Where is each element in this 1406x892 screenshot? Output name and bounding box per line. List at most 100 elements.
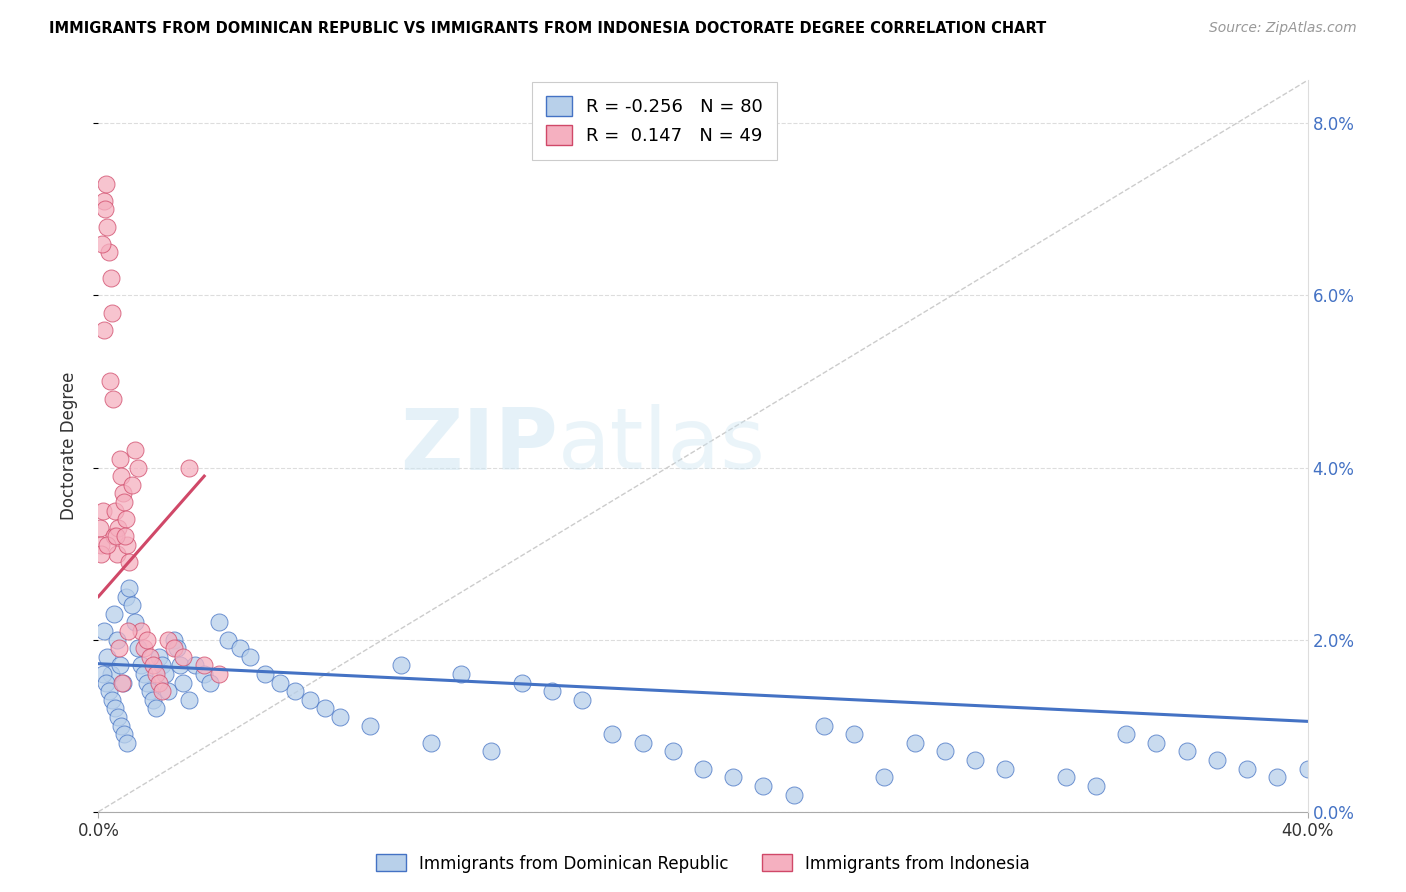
Point bbox=[94, 177, 117, 191]
Point bbox=[150, 658, 173, 673]
Point bbox=[783, 788, 806, 802]
Point bbox=[114, 590, 136, 604]
Point bbox=[124, 443, 146, 458]
Point bbox=[111, 675, 134, 690]
Point bbox=[129, 624, 152, 638]
Point bbox=[118, 581, 141, 595]
Point bbox=[145, 667, 167, 681]
Text: atlas: atlas bbox=[558, 404, 766, 488]
Point bbox=[329, 710, 352, 724]
Point bbox=[540, 684, 562, 698]
Point bbox=[91, 667, 114, 681]
Point bbox=[142, 658, 165, 673]
Text: ZIP: ZIP bbox=[401, 404, 558, 488]
Point bbox=[661, 744, 683, 758]
Point bbox=[813, 719, 835, 733]
Point bbox=[132, 667, 155, 681]
Point bbox=[752, 779, 775, 793]
Point bbox=[124, 615, 146, 630]
Point bbox=[127, 460, 149, 475]
Point bbox=[94, 675, 117, 690]
Point bbox=[112, 727, 135, 741]
Point bbox=[98, 684, 121, 698]
Point bbox=[934, 744, 956, 758]
Point bbox=[1267, 770, 1289, 784]
Legend: R = -0.256   N = 80, R =  0.147   N = 49: R = -0.256 N = 80, R = 0.147 N = 49 bbox=[531, 82, 778, 160]
Point bbox=[114, 529, 136, 543]
Point bbox=[1146, 736, 1168, 750]
Point bbox=[104, 529, 127, 543]
Point bbox=[389, 658, 412, 673]
Point bbox=[1206, 753, 1229, 767]
Point bbox=[94, 202, 117, 217]
Point bbox=[166, 641, 188, 656]
Point bbox=[100, 271, 122, 285]
Point bbox=[117, 624, 139, 638]
Point bbox=[844, 727, 866, 741]
Point bbox=[148, 649, 170, 664]
Point bbox=[314, 701, 336, 715]
Point bbox=[184, 658, 207, 673]
Point bbox=[1115, 727, 1137, 741]
Point bbox=[156, 684, 179, 698]
Point bbox=[132, 641, 155, 656]
Point bbox=[108, 658, 131, 673]
Point bbox=[139, 684, 162, 698]
Point bbox=[107, 710, 129, 724]
Point bbox=[115, 538, 138, 552]
Point bbox=[101, 693, 124, 707]
Point bbox=[111, 486, 134, 500]
Point bbox=[101, 305, 124, 319]
Point bbox=[169, 658, 191, 673]
Point bbox=[571, 693, 593, 707]
Point bbox=[96, 649, 118, 664]
Point bbox=[90, 547, 112, 561]
Point bbox=[172, 675, 194, 690]
Point bbox=[89, 521, 111, 535]
Point bbox=[723, 770, 745, 784]
Point bbox=[91, 236, 114, 251]
Text: IMMIGRANTS FROM DOMINICAN REPUBLIC VS IMMIGRANTS FROM INDONESIA DOCTORATE DEGREE: IMMIGRANTS FROM DOMINICAN REPUBLIC VS IM… bbox=[49, 21, 1046, 36]
Point bbox=[103, 607, 125, 621]
Point bbox=[104, 701, 127, 715]
Point bbox=[602, 727, 624, 741]
Point bbox=[91, 503, 114, 517]
Point bbox=[510, 675, 533, 690]
Point bbox=[135, 675, 157, 690]
Point bbox=[208, 615, 231, 630]
Point bbox=[208, 667, 231, 681]
Point bbox=[193, 667, 215, 681]
Point bbox=[93, 194, 115, 208]
Point bbox=[103, 529, 125, 543]
Point bbox=[114, 512, 136, 526]
Point bbox=[108, 451, 131, 466]
Point bbox=[104, 503, 127, 517]
Point bbox=[127, 641, 149, 656]
Point bbox=[111, 675, 134, 690]
Point bbox=[1296, 762, 1319, 776]
Point bbox=[450, 667, 472, 681]
Point bbox=[179, 693, 201, 707]
Point bbox=[1175, 744, 1198, 758]
Point bbox=[163, 641, 186, 656]
Point bbox=[107, 521, 129, 535]
Point bbox=[965, 753, 987, 767]
Point bbox=[239, 649, 262, 664]
Point bbox=[115, 736, 138, 750]
Text: Source: ZipAtlas.com: Source: ZipAtlas.com bbox=[1209, 21, 1357, 35]
Point bbox=[112, 495, 135, 509]
Point bbox=[121, 477, 143, 491]
Point bbox=[200, 675, 222, 690]
Point bbox=[481, 744, 503, 758]
Point bbox=[100, 667, 122, 681]
Point bbox=[101, 392, 124, 406]
Point bbox=[172, 649, 194, 664]
Point bbox=[96, 538, 118, 552]
Point bbox=[284, 684, 307, 698]
Y-axis label: Doctorate Degree: Doctorate Degree bbox=[59, 372, 77, 520]
Legend: Immigrants from Dominican Republic, Immigrants from Indonesia: Immigrants from Dominican Republic, Immi… bbox=[370, 847, 1036, 880]
Point bbox=[121, 598, 143, 612]
Point bbox=[420, 736, 443, 750]
Point bbox=[1054, 770, 1077, 784]
Point bbox=[139, 649, 162, 664]
